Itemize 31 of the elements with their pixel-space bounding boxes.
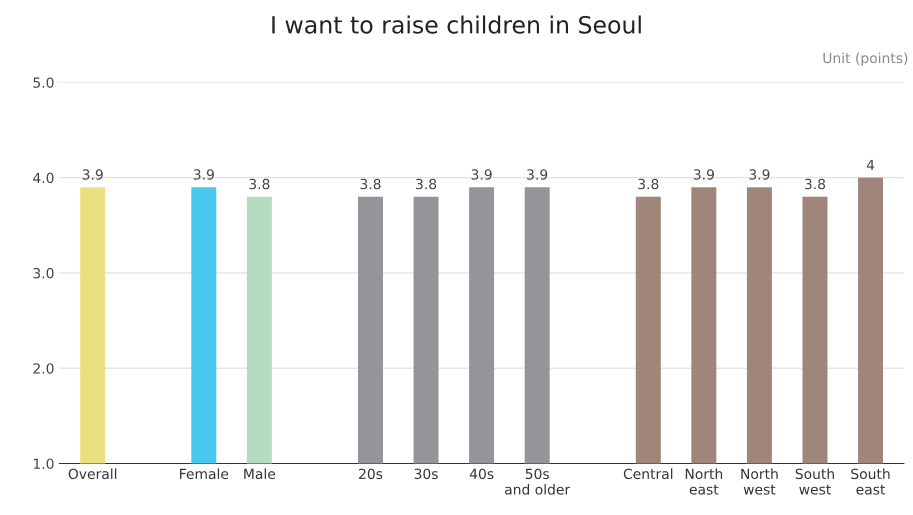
data-label: 3.9	[527, 169, 548, 180]
data-label: 4	[866, 160, 874, 170]
data-label: 3.8	[360, 178, 381, 190]
y-tick-label: 1.0	[34, 458, 54, 469]
x-tick-label: North east	[686, 468, 722, 495]
chart-title: I want to raise children in Seoul	[272, 15, 641, 34]
x-tick-label: Overall	[68, 468, 116, 480]
y-tick-label: 2.0	[33, 363, 54, 374]
x-tick-label: 30s	[414, 468, 438, 480]
data-label: 3.8	[804, 178, 826, 190]
x-tick-label: South east	[851, 468, 890, 495]
data-label: 3.9	[749, 169, 770, 180]
x-tick-label: North west	[741, 468, 778, 495]
data-label: 3.9	[694, 169, 714, 180]
y-tick-label: 5.0	[33, 77, 54, 88]
data-label: 3.8	[416, 178, 436, 190]
y-tick-label: 3.0	[33, 268, 54, 278]
y-tick-label: 4.0	[33, 172, 54, 184]
x-tick-label: Female	[180, 468, 228, 480]
x-tick-label: 50s and older	[505, 468, 570, 495]
x-tick-label: Central	[624, 468, 672, 480]
data-label: 3.9	[472, 169, 492, 180]
x-tick-label: South west	[796, 468, 834, 495]
data-label: 3.9	[82, 169, 103, 180]
data-label: 3.8	[249, 178, 270, 190]
x-tick-label: 20s	[359, 468, 382, 480]
data-label: 3.9	[194, 169, 214, 180]
text: Unit (points)	[823, 52, 908, 66]
x-tick-label: 40s	[470, 468, 494, 480]
data-label: 3.8	[638, 178, 658, 190]
x-tick-label: Male	[244, 468, 276, 480]
